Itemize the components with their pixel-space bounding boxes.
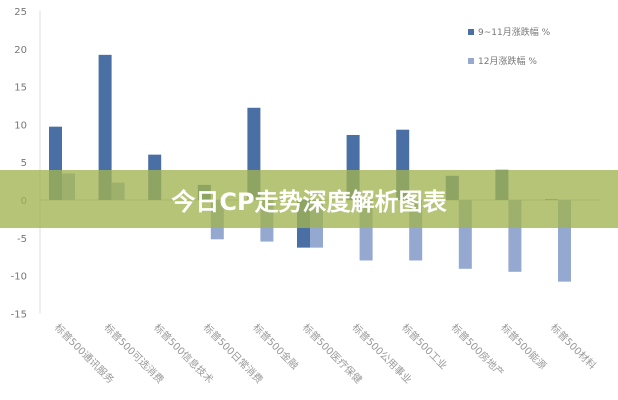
- y-tick-label: 25: [14, 7, 27, 18]
- x-tick-label: 标普500工业: [399, 321, 450, 372]
- legend-label: 9~11月涨跌幅 %: [478, 26, 551, 38]
- banner-title: 今日CP走势深度解析图表: [171, 187, 447, 216]
- legend-swatch: [468, 29, 474, 35]
- legend-label: 12月涨跌幅 %: [478, 55, 537, 67]
- y-tick-label: -10: [11, 272, 27, 283]
- x-tick-label: 标普500金融: [250, 321, 301, 372]
- y-tick-label: -5: [17, 234, 27, 245]
- bar-sep-nov: [98, 54, 112, 201]
- title-banner: 今日CP走势深度解析图表: [0, 170, 618, 228]
- y-tick-label: 15: [14, 83, 27, 94]
- x-tick-label: 标普500能源: [498, 321, 549, 372]
- legend-swatch: [468, 58, 474, 64]
- y-tick-label: 10: [14, 120, 27, 131]
- x-tick-label: 标普500材料: [548, 321, 599, 372]
- y-tick-label: 5: [21, 158, 27, 169]
- y-tick-label: 20: [14, 45, 27, 56]
- y-tick-label: -15: [11, 309, 27, 320]
